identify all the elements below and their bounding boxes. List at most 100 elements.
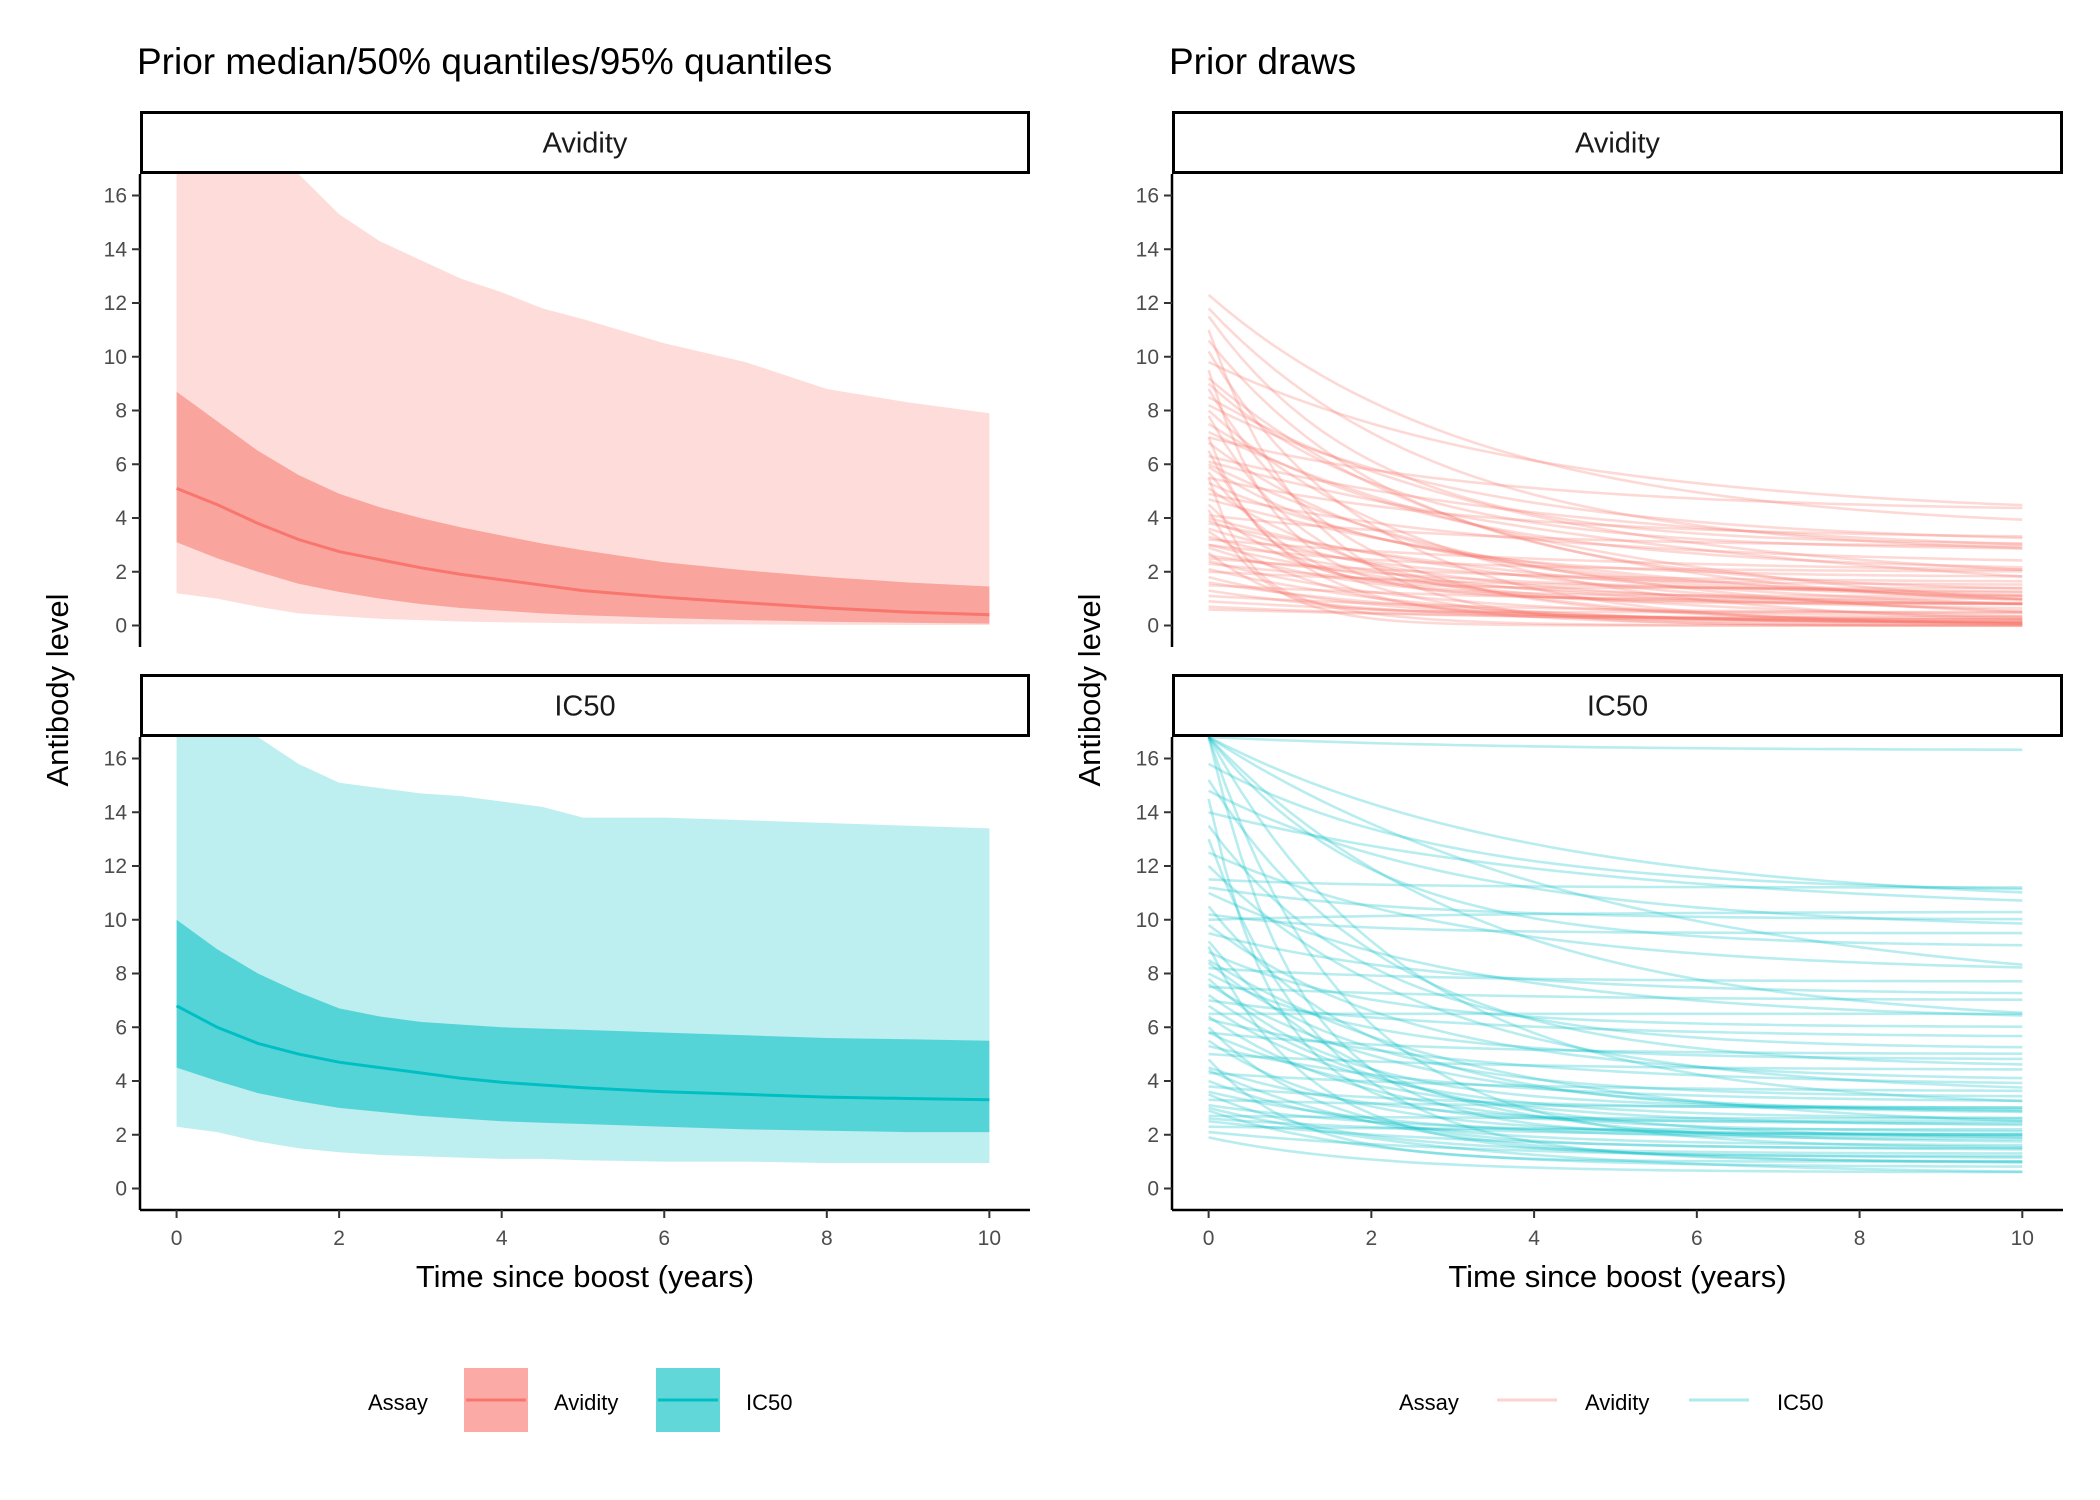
band-50 <box>176 919 990 1133</box>
y-tick-label: 16 <box>1136 185 1159 208</box>
y-tick-label: 8 <box>1147 963 1159 986</box>
draw-line-34 <box>1207 1004 2023 1120</box>
legend-label: IC50 <box>1777 1390 1823 1415</box>
draw-line-1 <box>1207 307 2023 550</box>
quantiles-panel: Prior median/50% quantiles/95% quantiles… <box>40 41 1030 1432</box>
legend-label: IC50 <box>746 1390 792 1415</box>
draw-line-41 <box>1208 1052 2023 1071</box>
draw-line-49 <box>1208 1103 2023 1136</box>
y-tick-label: 4 <box>1147 507 1159 530</box>
y-tick-label: 12 <box>1136 855 1159 878</box>
facet-strip <box>140 111 1030 174</box>
y-tick-label: 4 <box>1147 1070 1159 1093</box>
draw-line-48 <box>1208 1098 2023 1109</box>
draw-line-38 <box>1208 559 2023 618</box>
draw-line-12 <box>1208 811 2023 902</box>
band-50 <box>176 391 990 624</box>
y-tick-label: 10 <box>1136 909 1159 932</box>
draw-line-58 <box>1207 983 2023 1113</box>
draw-line-52 <box>1208 463 2023 614</box>
facet-data-avidity <box>176 174 990 625</box>
y-tick-label: 6 <box>115 1016 127 1039</box>
x-axis-title: Time since boost (years) <box>1448 1259 1786 1294</box>
draw-line-31 <box>1208 985 2023 1001</box>
x-tick-label: 2 <box>333 1227 345 1250</box>
x-tick-label: 2 <box>1366 1227 1378 1250</box>
y-tick-label: 16 <box>104 185 127 208</box>
draw-line-5 <box>1207 377 2023 602</box>
y-tick-label: 8 <box>1147 400 1159 423</box>
draw-line-9 <box>1208 403 2023 540</box>
legend-title: Assay <box>1399 1390 1459 1415</box>
draw-line-56 <box>1207 477 2023 614</box>
y-tick-label: 12 <box>1136 292 1159 315</box>
draw-line-24 <box>1208 497 2023 601</box>
y-tick-label: 0 <box>115 1178 127 1201</box>
facet-strip-label: IC50 <box>1587 691 1648 723</box>
draw-line-47 <box>1208 600 2023 624</box>
draw-line-32 <box>1208 535 2023 610</box>
draw-line-6 <box>1207 382 2023 550</box>
draw-line-28 <box>1208 966 2023 983</box>
draw-line-45 <box>1208 1079 2023 1147</box>
draw-line-5 <box>1207 737 2023 1149</box>
y-tick-label: 4 <box>115 507 127 530</box>
draw-line-21 <box>1208 481 2023 597</box>
y-tick-label: 14 <box>104 801 128 824</box>
y-tick-label: 14 <box>1136 238 1160 261</box>
draw-line-54 <box>1208 1130 2023 1159</box>
y-axis-title: Antibody level <box>40 593 75 786</box>
draw-line-55 <box>1208 1136 2023 1174</box>
draw-line-22 <box>1207 487 2023 625</box>
legend-title: Assay <box>368 1390 428 1415</box>
x-tick-label: 6 <box>1691 1227 1703 1250</box>
draw-line-45 <box>1208 589 2023 624</box>
x-tick-label: 10 <box>978 1227 1001 1250</box>
y-tick-label: 2 <box>115 1124 127 1147</box>
y-tick-label: 12 <box>104 292 127 315</box>
draw-line-39 <box>1207 1039 2023 1136</box>
draw-line-10 <box>1208 789 2023 925</box>
legend-label: Avidity <box>1585 1390 1649 1415</box>
draw-line-8 <box>1207 395 2023 571</box>
draw-line-29 <box>1208 972 2023 1061</box>
draw-line-4 <box>1208 360 2023 507</box>
y-tick-label: 0 <box>1147 615 1159 638</box>
y-tick-label: 0 <box>1147 1178 1159 1201</box>
x-tick-label: 10 <box>2011 1227 2034 1250</box>
draw-line-26 <box>1207 509 2023 627</box>
draw-line-37 <box>1208 554 2023 593</box>
draw-line-44 <box>1208 1071 2023 1093</box>
draw-line-50 <box>1207 350 2023 625</box>
legend-label: Avidity <box>554 1390 618 1415</box>
draw-line-35 <box>1208 546 2023 605</box>
draw-line-3 <box>1207 339 2023 590</box>
draw-line-18 <box>1207 465 2023 578</box>
draw-line-52 <box>1208 1120 2023 1151</box>
draw-line-47 <box>1208 1093 2023 1155</box>
draw-line-11 <box>1207 422 2023 569</box>
median-line <box>175 1004 990 1102</box>
draw-line-12 <box>1208 430 2023 601</box>
draw-line-53 <box>1208 1125 2023 1131</box>
draw-line-30 <box>1207 977 2023 1109</box>
draw-line-61 <box>1208 1069 2023 1164</box>
x-tick-label: 4 <box>1528 1227 1540 1250</box>
draw-line-43 <box>1208 1066 2023 1125</box>
draws-panel: Prior draws Avidity 0 2 4 6 8 10 12 14 16 IC50 0 2 4 6 8… <box>1072 41 2063 1415</box>
draw-line-15 <box>1208 851 2023 969</box>
draw-line-64 <box>1208 1090 2023 1141</box>
draw-line-20 <box>1208 476 2023 538</box>
y-tick-label: 2 <box>1147 1124 1159 1147</box>
draw-line-1 <box>1208 737 2023 894</box>
draw-line-37 <box>1207 1026 2023 1150</box>
x-tick-label: 8 <box>821 1227 833 1250</box>
draw-line-36 <box>1208 1017 2023 1085</box>
draw-line-40 <box>1208 567 2023 626</box>
y-tick-label: 6 <box>115 453 127 476</box>
draw-line-59 <box>1208 557 2023 583</box>
draw-line-13 <box>1207 824 2023 1049</box>
x-tick-label: 4 <box>496 1227 508 1250</box>
y-tick-label: 14 <box>104 238 128 261</box>
x-axis-title: Time since boost (years) <box>416 1259 754 1294</box>
